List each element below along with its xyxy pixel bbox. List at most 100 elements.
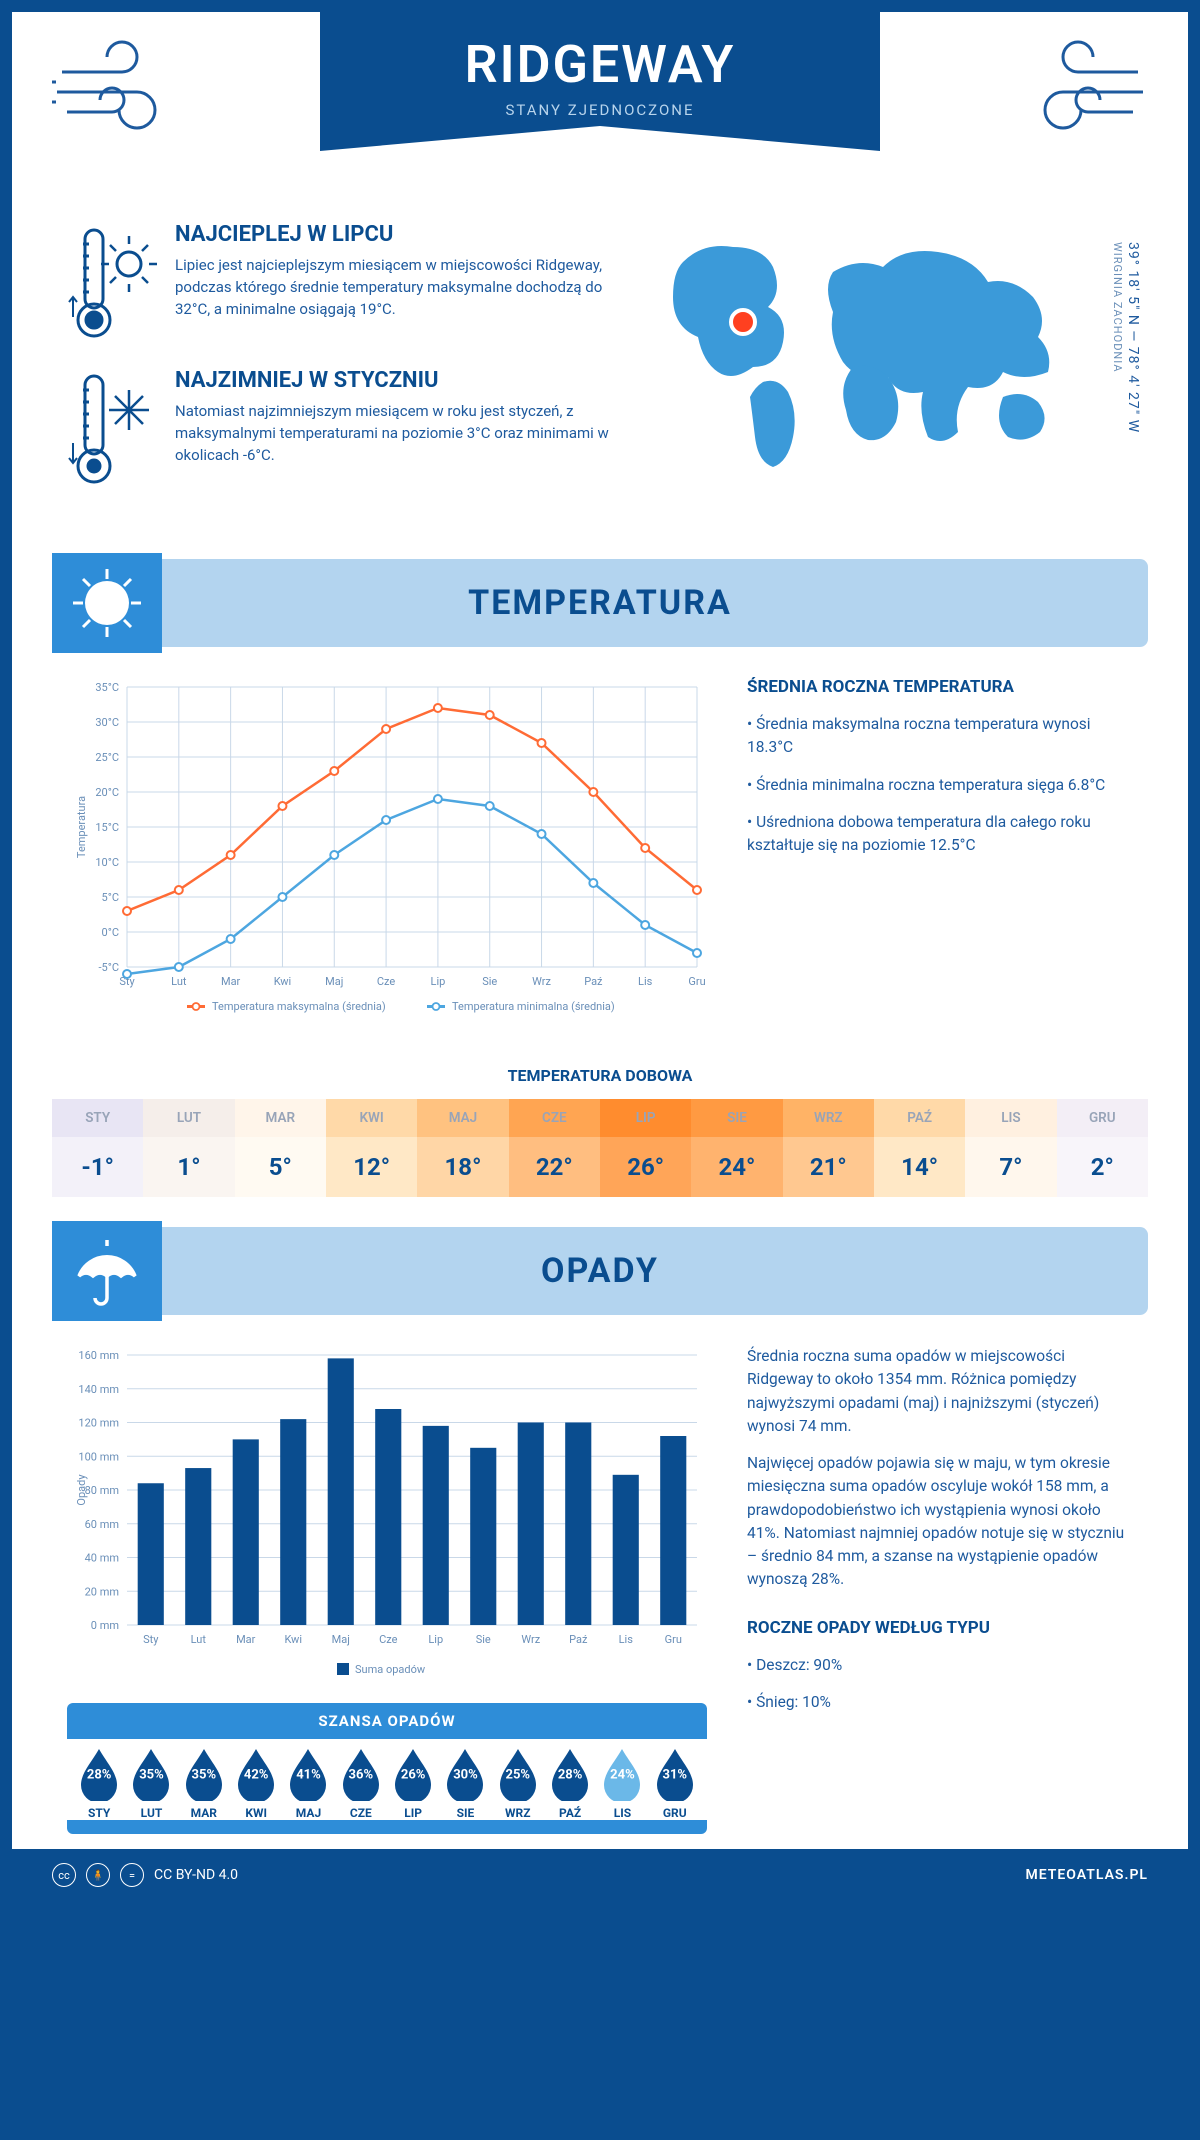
country-subtitle: STANY ZJEDNOCZONE <box>320 101 880 119</box>
svg-text:Temperatura: Temperatura <box>75 796 88 858</box>
umbrella-icon <box>52 1221 162 1321</box>
svg-text:25°C: 25°C <box>95 751 119 764</box>
month-cell: KWI 12° <box>326 1099 417 1197</box>
precip-type-p2: • Śnieg: 10% <box>747 1691 1133 1714</box>
svg-text:Lut: Lut <box>191 1633 207 1646</box>
svg-text:10°C: 10°C <box>95 856 119 869</box>
svg-text:Mar: Mar <box>221 975 241 988</box>
header: RIDGEWAY STANY ZJEDNOCZONE <box>12 12 1188 212</box>
avg-temp-p3: • Uśredniona dobowa temperatura dla całe… <box>747 811 1133 858</box>
wind-icon-right <box>1018 37 1148 137</box>
drops-row: 28%STY 35%LUT 35%MAR 42%KWI 41%MAJ 36%CZ… <box>67 1739 707 1820</box>
svg-text:Lip: Lip <box>428 1633 443 1646</box>
opady-p1: Średnia roczna suma opadów w miejscowośc… <box>747 1345 1133 1438</box>
month-cell: LIP 26° <box>600 1099 691 1197</box>
precipitation-side-text: Średnia roczna suma opadów w miejscowośc… <box>747 1345 1133 1834</box>
svg-text:Lis: Lis <box>638 975 653 988</box>
temperature-title: TEMPERATURA <box>468 583 732 623</box>
svg-text:160 mm: 160 mm <box>78 1349 119 1362</box>
svg-text:Opady: Opady <box>75 1474 88 1506</box>
svg-text:20 mm: 20 mm <box>85 1585 119 1598</box>
cc-icon: cc <box>52 1863 76 1887</box>
coords-region: WIRGINIA ZACHODNIA <box>1111 242 1124 373</box>
license-block: cc 🧍 = CC BY-ND 4.0 <box>52 1863 238 1887</box>
drop-item: 42%KWI <box>230 1745 282 1820</box>
site-name: METEOATLAS.PL <box>1025 1867 1148 1883</box>
svg-text:Sie: Sie <box>476 1633 491 1646</box>
page: RIDGEWAY STANY ZJEDNOCZONE NAJCIEPLEJ W … <box>0 0 1200 1913</box>
svg-text:Sie: Sie <box>482 975 497 988</box>
svg-text:Lis: Lis <box>619 1633 634 1646</box>
drop-item: 35%LUT <box>125 1745 177 1820</box>
world-map-icon <box>653 222 1083 472</box>
coords-latlon: 39° 18′ 5″ N — 78° 4′ 27″ W <box>1125 242 1141 433</box>
month-cell: LUT 1° <box>143 1099 234 1197</box>
svg-text:60 mm: 60 mm <box>85 1518 119 1531</box>
footer: cc 🧍 = CC BY-ND 4.0 METEOATLAS.PL <box>12 1849 1188 1901</box>
svg-text:Lut: Lut <box>171 975 187 988</box>
month-cell: GRU 2° <box>1057 1099 1148 1197</box>
avg-temp-p2: • Średnia minimalna roczna temperatura s… <box>747 774 1133 797</box>
svg-text:120 mm: 120 mm <box>78 1417 119 1430</box>
svg-text:Wrz: Wrz <box>532 975 551 988</box>
thermometer-hot-icon <box>67 222 157 342</box>
precipitation-content: 0 mm20 mm40 mm60 mm80 mm100 mm120 mm140 … <box>12 1315 1188 1849</box>
svg-text:-5°C: -5°C <box>99 961 120 974</box>
intro-row: NAJCIEPLEJ W LIPCU Lipiec jest najcieple… <box>12 212 1188 539</box>
temperature-chart: -5°C0°C5°C10°C15°C20°C25°C30°C35°CStyLut… <box>67 677 707 1041</box>
temperature-content: -5°C0°C5°C10°C15°C20°C25°C30°C35°CStyLut… <box>12 647 1188 1056</box>
svg-text:Gru: Gru <box>688 975 705 988</box>
month-cell: CZE 22° <box>509 1099 600 1197</box>
svg-text:Lip: Lip <box>431 975 446 988</box>
month-cell: WRZ 21° <box>783 1099 874 1197</box>
drop-item: 28%STY <box>73 1745 125 1820</box>
svg-text:30°C: 30°C <box>95 716 119 729</box>
precip-type-title: ROCZNE OPADY WEDŁUG TYPU <box>747 1618 1133 1638</box>
svg-text:15°C: 15°C <box>95 821 119 834</box>
svg-text:0 mm: 0 mm <box>91 1619 119 1632</box>
svg-text:Kwi: Kwi <box>274 975 292 988</box>
thermometer-cold-icon <box>67 368 157 488</box>
month-cell: STY -1° <box>52 1099 143 1197</box>
svg-text:20°C: 20°C <box>95 786 119 799</box>
svg-text:Cze: Cze <box>379 1633 398 1646</box>
svg-text:5°C: 5°C <box>102 891 119 904</box>
svg-text:Maj: Maj <box>325 975 343 988</box>
svg-text:140 mm: 140 mm <box>78 1383 119 1396</box>
svg-text:100 mm: 100 mm <box>78 1450 119 1463</box>
map-column: 39° 18′ 5″ N — 78° 4′ 27″ W WIRGINIA ZAC… <box>653 222 1133 514</box>
coldest-title: NAJZIMNIEJ W STYCZNIU <box>175 368 623 393</box>
title-banner: RIDGEWAY STANY ZJEDNOCZONE <box>320 12 880 151</box>
month-cell: LIS 7° <box>965 1099 1056 1197</box>
by-icon: 🧍 <box>86 1863 110 1887</box>
coldest-text: Natomiast najzimniejszym miesiącem w rok… <box>175 401 623 466</box>
avg-temp-p1: • Średnia maksymalna roczna temperatura … <box>747 713 1133 760</box>
svg-text:Temperatura maksymalna (średni: Temperatura maksymalna (średnia) <box>212 1000 386 1013</box>
svg-text:Maj: Maj <box>332 1633 350 1646</box>
drop-item: 26%LIP <box>387 1745 439 1820</box>
svg-text:Mar: Mar <box>236 1633 256 1646</box>
daily-temp-table: STY -1° LUT 1° MAR 5° KWI 12° MAJ 18° CZ… <box>52 1099 1148 1197</box>
drop-item: 24%LIS <box>596 1745 648 1820</box>
drop-item: 31%GRU <box>649 1745 701 1820</box>
coldest-block: NAJZIMNIEJ W STYCZNIU Natomiast najzimni… <box>67 368 623 488</box>
sun-icon <box>52 553 162 653</box>
drop-item: 41%MAJ <box>282 1745 334 1820</box>
svg-text:40 mm: 40 mm <box>85 1552 119 1565</box>
temperature-side-text: ŚREDNIA ROCZNA TEMPERATURA • Średnia mak… <box>747 677 1133 1041</box>
drop-item: 36%CZE <box>335 1745 387 1820</box>
nd-icon: = <box>120 1863 144 1887</box>
svg-text:Cze: Cze <box>377 975 396 988</box>
intro-text-column: NAJCIEPLEJ W LIPCU Lipiec jest najcieple… <box>67 222 623 514</box>
hottest-block: NAJCIEPLEJ W LIPCU Lipiec jest najcieple… <box>67 222 623 342</box>
drop-item: 25%WRZ <box>492 1745 544 1820</box>
svg-text:Gru: Gru <box>665 1633 682 1646</box>
month-cell: MAJ 18° <box>417 1099 508 1197</box>
drop-item: 30%SIE <box>439 1745 491 1820</box>
avg-temp-title: ŚREDNIA ROCZNA TEMPERATURA <box>747 677 1133 697</box>
drop-item: 28%PAŹ <box>544 1745 596 1820</box>
city-title: RIDGEWAY <box>320 34 880 95</box>
svg-text:Wrz: Wrz <box>521 1633 540 1646</box>
precipitation-chart: 0 mm20 mm40 mm60 mm80 mm100 mm120 mm140 … <box>67 1345 707 1834</box>
svg-text:Kwi: Kwi <box>284 1633 302 1646</box>
